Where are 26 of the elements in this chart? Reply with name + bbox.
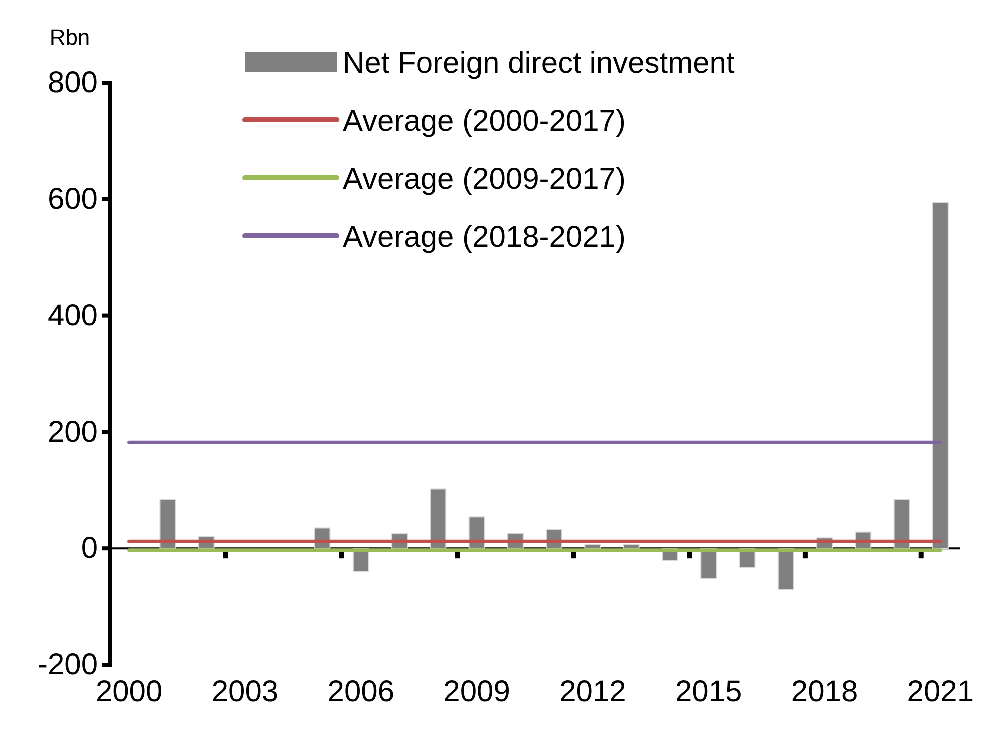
bar xyxy=(584,544,602,550)
x-tick-label: 2012 xyxy=(560,675,626,708)
legend-label: Net Foreign direct investment xyxy=(343,47,736,80)
legend-label: Average (2009-2017) xyxy=(343,163,626,196)
y-tick-label: 200 xyxy=(48,416,98,449)
bar xyxy=(932,202,949,550)
y-tick-label: 0 xyxy=(81,532,98,566)
x-tick-label: 2015 xyxy=(675,675,742,708)
bar xyxy=(430,488,447,550)
x-tick-label: 2000 xyxy=(96,675,163,708)
y-tick-label: -200 xyxy=(38,648,98,682)
legend-label: Average (2018-2021) xyxy=(343,221,626,254)
y-tick-label: 400 xyxy=(48,299,98,332)
y-tick-label: 600 xyxy=(48,183,98,216)
bar xyxy=(160,499,176,550)
y-tick-label: 800 xyxy=(48,66,98,100)
bar xyxy=(894,499,910,550)
x-tick-label: 2021 xyxy=(907,675,974,708)
x-tick-label: 2006 xyxy=(328,675,395,708)
legend-label: Average (2000-2017) xyxy=(343,105,626,138)
x-tick-label: 2018 xyxy=(791,675,858,708)
x-tick-label: 2009 xyxy=(444,675,510,708)
y-axis-title: Rbn xyxy=(50,25,90,50)
x-tick-label: 2003 xyxy=(212,675,279,708)
bar xyxy=(778,548,794,590)
bar xyxy=(623,544,640,550)
